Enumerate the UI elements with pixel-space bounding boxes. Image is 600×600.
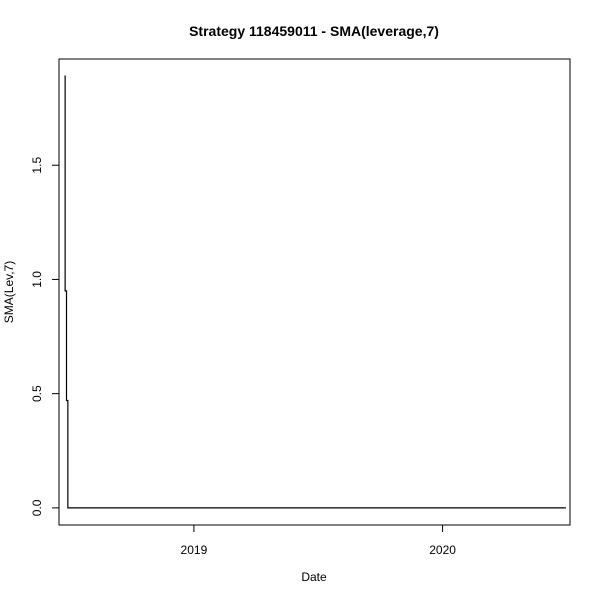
y-axis: 0.0 0.5 1.0 1.5	[30, 157, 59, 516]
y-tick-label: 1.5	[30, 157, 44, 174]
y-tick-label: 1.0	[30, 271, 44, 288]
series-line	[64, 75, 566, 509]
x-axis: 2019 2020	[181, 525, 456, 557]
y-tick-label: 0.0	[30, 499, 44, 516]
series-layer	[64, 75, 566, 509]
plot-frame	[58, 58, 571, 526]
y-axis-label: SMA(Lev,7)	[2, 261, 16, 323]
x-tick-label: 2019	[181, 543, 208, 557]
x-axis-label: Date	[301, 570, 327, 584]
y-tick-label: 0.5	[30, 385, 44, 402]
x-tick-label: 2020	[429, 543, 456, 557]
chart-title: Strategy 118459011 - SMA(leverage,7)	[189, 23, 439, 39]
